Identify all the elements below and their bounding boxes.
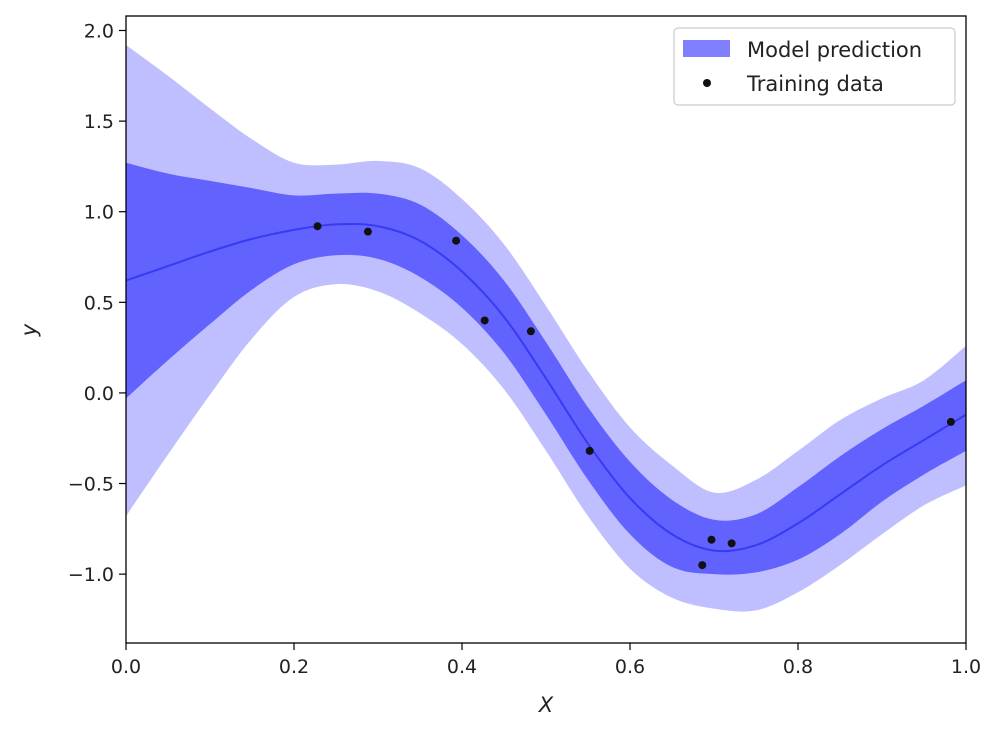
y-tick-label: −1.0 (68, 564, 114, 586)
training-data-point (526, 327, 535, 336)
training-data-point (946, 417, 955, 426)
x-tick-label: 0.0 (111, 656, 141, 678)
y-tick-label: −0.5 (68, 474, 114, 496)
legend-swatch-model-prediction (683, 40, 730, 57)
plot-area (126, 44, 966, 612)
training-data-point (452, 236, 461, 245)
y-tick-label: 0.5 (84, 292, 114, 314)
confidence-band-outer (126, 44, 966, 612)
training-data-point (363, 227, 372, 236)
legend: Model prediction Training data (673, 27, 956, 106)
x-tick-label: 0.6 (615, 656, 645, 678)
training-data-point (480, 316, 489, 325)
y-axis-label: y (17, 323, 41, 337)
y-tick-label: 1.5 (84, 111, 114, 133)
y-tick-label: 1.0 (84, 202, 114, 224)
training-data-point (313, 222, 322, 231)
legend-label-model-prediction: Model prediction (747, 38, 922, 62)
x-tick-label: 0.4 (447, 656, 477, 678)
x-tick-label: 0.2 (279, 656, 309, 678)
legend-marker-training-data (703, 79, 711, 87)
training-data-point (727, 539, 736, 548)
x-tick-label: 1.0 (951, 656, 981, 678)
x-axis-label: X (538, 693, 554, 717)
training-data-points (313, 222, 955, 570)
legend-label-training-data: Training data (746, 72, 884, 96)
training-data-point (698, 561, 707, 570)
plot-frame (125, 15, 967, 644)
confidence-band-inner (126, 162, 966, 575)
legend-box (673, 27, 956, 106)
y-tick-label: 0.0 (84, 383, 114, 405)
training-data-point (585, 446, 594, 455)
x-tick-label: 0.8 (783, 656, 813, 678)
y-axis-ticks: −1.0 −0.5 0.0 0.5 1.0 1.5 2.0 (68, 20, 126, 586)
training-data-point (707, 535, 716, 544)
y-tick-label: 2.0 (84, 20, 114, 42)
x-axis-ticks: 0.0 0.2 0.4 0.6 0.8 1.0 (111, 643, 981, 678)
mean-prediction-line (126, 222, 966, 553)
